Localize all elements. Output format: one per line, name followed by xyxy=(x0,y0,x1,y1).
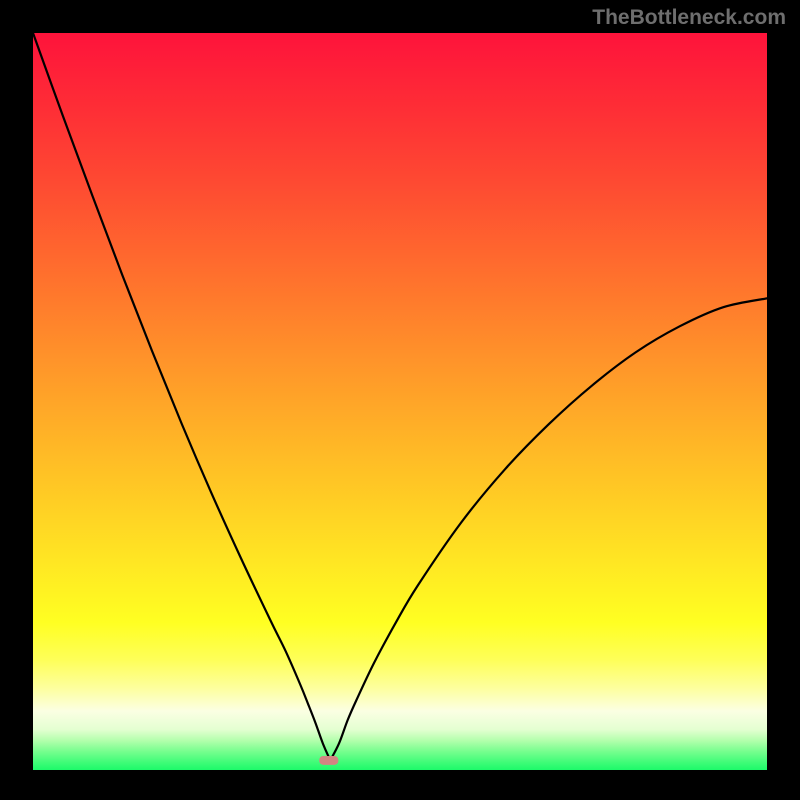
min-marker xyxy=(319,756,338,765)
watermark-text: TheBottleneck.com xyxy=(592,6,786,30)
chart-container: TheBottleneck.com xyxy=(0,0,800,800)
bottleneck-chart xyxy=(33,33,767,770)
